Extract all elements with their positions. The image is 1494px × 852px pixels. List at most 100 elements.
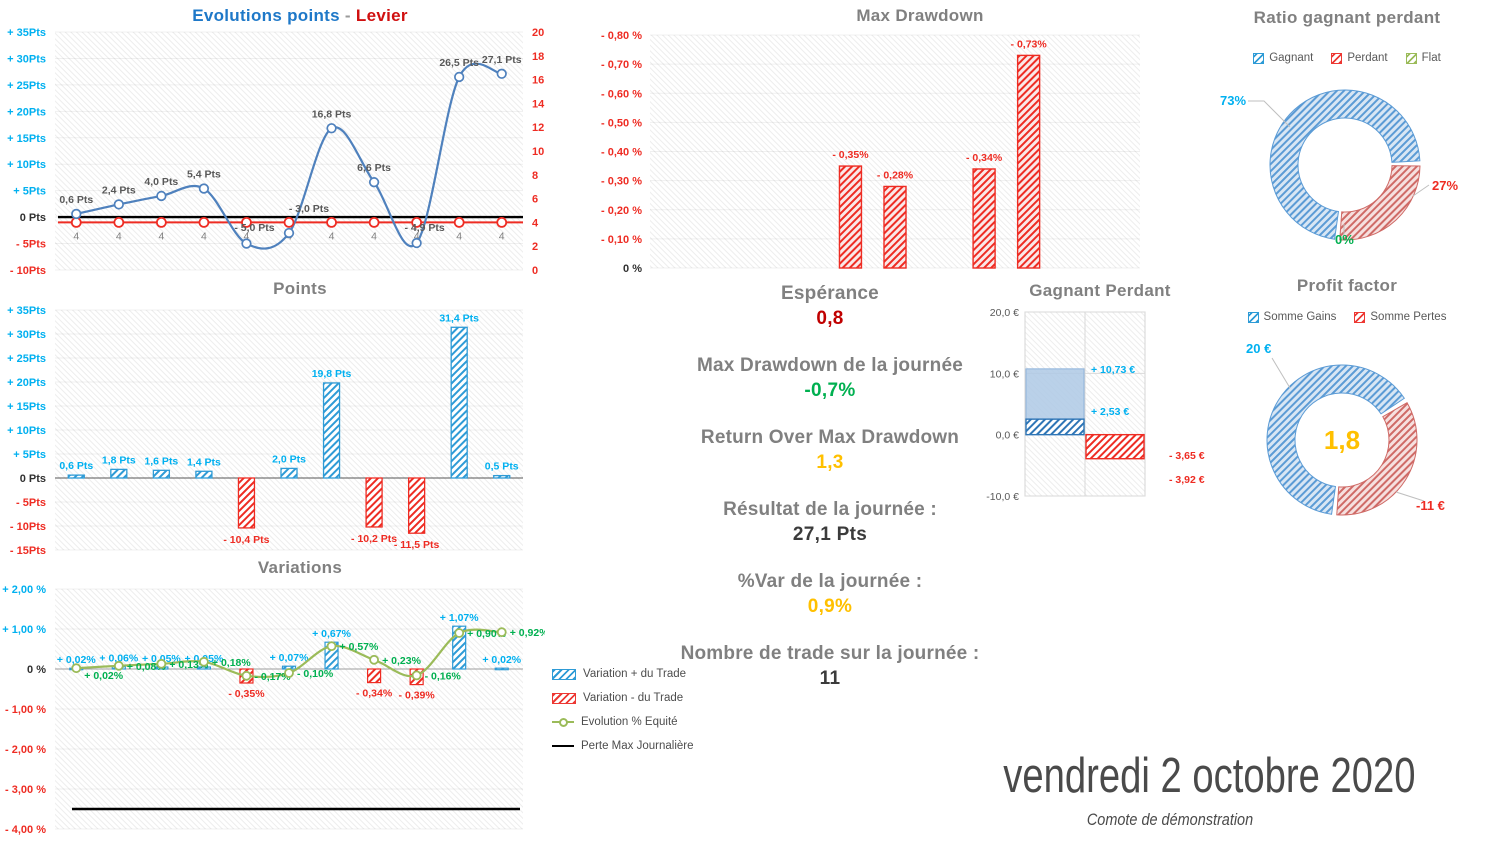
svg-text:1,8: 1,8 <box>1324 425 1360 455</box>
green-square-icon <box>1405 52 1417 64</box>
svg-text:4: 4 <box>158 230 164 242</box>
profit-factor-legend: Somme Gains Somme Pertes <box>1200 311 1494 323</box>
svg-text:+ 0,02%: + 0,02% <box>57 654 96 666</box>
points-plot: + 35Pts + 30Pts + 25Pts + 20Pts + 15Pts + 10P… <box>7 305 523 555</box>
svg-text:20 €: 20 € <box>1246 341 1271 356</box>
points-chart: + 35Pts + 30Pts + 25Pts + 20Pts + 15Pts + 10P… <box>0 282 560 555</box>
svg-text:- 15Pts: - 15Pts <box>10 545 46 555</box>
svg-text:- 0,60 %: - 0,60 % <box>601 88 642 100</box>
svg-text:4: 4 <box>201 230 207 242</box>
svg-text:+ 35Pts: + 35Pts <box>7 305 46 317</box>
svg-text:0,5 Pts: 0,5 Pts <box>485 461 519 473</box>
svg-text:- 0,73%: - 0,73% <box>1011 38 1048 50</box>
maxdrawdown-chart: - 0,80 % - 0,70 % - 0,60 % - 0,50 % - 0,40 %… <box>600 0 1160 280</box>
svg-text:- 0,17%: - 0,17% <box>254 671 291 683</box>
svg-text:0,6 Pts: 0,6 Pts <box>59 194 93 206</box>
svg-text:+ 15Pts: + 15Pts <box>7 133 46 145</box>
svg-text:+ 30Pts: + 30Pts <box>7 329 46 341</box>
svg-text:- 0,34%: - 0,34% <box>966 152 1003 164</box>
svg-text:+ 1,00 %: + 1,00 % <box>2 624 46 636</box>
svg-text:+ 20Pts: + 20Pts <box>7 377 46 389</box>
svg-text:- 10Pts: - 10Pts <box>10 521 46 533</box>
svg-text:0: 0 <box>532 265 538 277</box>
blue-hatch-swatch-icon <box>552 668 576 680</box>
evolutions-title: Evolutions points - Levier <box>192 6 408 25</box>
svg-text:+ 10Pts: + 10Pts <box>7 159 46 171</box>
gagnant-perdant-chart: 20,0 € 10,0 € 0,0 € -10,0 € + 10,73 € + 2,53 … <box>985 280 1245 520</box>
red-square-icon <box>1331 52 1343 64</box>
legend-item-flat: Flat <box>1405 52 1441 64</box>
svg-text:16,8 Pts: 16,8 Pts <box>312 108 352 120</box>
svg-text:- 0,28%: - 0,28% <box>877 169 914 181</box>
svg-text:- 0,20 %: - 0,20 % <box>601 205 642 217</box>
svg-text:-10,0 €: -10,0 € <box>986 491 1019 503</box>
svg-text:31,4 Pts: 31,4 Pts <box>439 312 479 324</box>
svg-text:19,8 Pts: 19,8 Pts <box>312 368 352 380</box>
svg-text:12: 12 <box>532 122 544 134</box>
svg-text:- 11,5 Pts: - 11,5 Pts <box>394 539 440 551</box>
svg-text:27%: 27% <box>1432 178 1458 193</box>
svg-text:2,4 Pts: 2,4 Pts <box>102 184 136 196</box>
svg-text:+ 1,07%: + 1,07% <box>440 612 479 624</box>
svg-text:6: 6 <box>532 194 538 206</box>
profit-factor-donut-chart: 20 € -11 € 1,8 <box>1200 270 1494 552</box>
svg-text:20,0 €: 20,0 € <box>990 307 1019 319</box>
svg-text:27,1 Pts: 27,1 Pts <box>482 54 522 66</box>
blue-square-icon <box>1247 311 1259 323</box>
ratio-donut-chart: 73% 27% 0% <box>1200 0 1494 268</box>
legend-item-perdant: Perdant <box>1331 52 1388 64</box>
svg-text:- 0,34%: - 0,34% <box>356 688 393 700</box>
legend-item-somme-gains: Somme Gains <box>1247 311 1336 323</box>
svg-text:-11 €: -11 € <box>1416 498 1445 513</box>
svg-text:+ 10Pts: + 10Pts <box>7 425 46 437</box>
svg-text:- 3,0 Pts: - 3,0 Pts <box>289 203 329 215</box>
svg-text:+ 20Pts: + 20Pts <box>7 106 46 118</box>
blue-square-icon <box>1253 52 1265 64</box>
svg-text:- 5Pts: - 5Pts <box>16 497 46 509</box>
variations-chart: + 2,00 % + 1,00 % 0 % - 1,00 % - 2,00 % - 3,0… <box>0 555 545 852</box>
svg-text:+ 0,67%: + 0,67% <box>312 628 351 640</box>
svg-text:4: 4 <box>532 217 539 229</box>
svg-text:+ 0,92%: + 0,92% <box>510 627 545 639</box>
legend-item-somme-pertes: Somme Pertes <box>1354 311 1446 323</box>
svg-text:+ 25Pts: + 25Pts <box>7 80 46 92</box>
account-subtitle: Comote de démonstration <box>1086 810 1254 829</box>
svg-text:- 4,00 %: - 4,00 % <box>5 824 46 836</box>
maxdrawdown-plot: - 0,80 % - 0,70 % - 0,60 % - 0,50 % - 0,40 %… <box>601 30 1140 275</box>
svg-text:0,6 Pts: 0,6 Pts <box>59 460 93 472</box>
legend-item-perte-max: Perte Max Journalière <box>552 734 694 758</box>
svg-text:1,6 Pts: 1,6 Pts <box>144 455 178 467</box>
svg-text:4: 4 <box>499 230 505 242</box>
svg-text:0 Pts: 0 Pts <box>20 473 46 485</box>
variations-title: Variations <box>257 558 343 577</box>
svg-text:8: 8 <box>532 170 538 182</box>
legend-item-equity: Evolution % Equité <box>552 710 694 734</box>
variations-legend: Variation + du Trade Variation - du Trad… <box>552 662 694 758</box>
ratio_gagnant_perdant-plot: 73% 27% 0% <box>1220 89 1458 247</box>
evolutions-plot: + 35Pts + 30Pts + 25Pts + 20Pts + 15Pts + 10P… <box>7 27 545 277</box>
red-square-icon <box>1354 311 1366 323</box>
svg-text:0 %: 0 % <box>27 664 46 676</box>
svg-text:10,0 €: 10,0 € <box>990 368 1019 380</box>
svg-text:2: 2 <box>532 241 538 253</box>
stat-var-journee: %Var de la journée : 0,9% <box>737 571 923 617</box>
stat-return-over-mdd: Return Over Max Drawdown 1,3 <box>700 427 960 473</box>
legend-item-variation-plus: Variation + du Trade <box>552 662 694 686</box>
svg-text:- 0,16%: - 0,16% <box>425 670 462 682</box>
svg-text:0 %: 0 % <box>623 263 642 275</box>
svg-text:0,0 €: 0,0 € <box>996 430 1020 442</box>
date-title: vendredi 2 octobre 2020 <box>1002 749 1415 803</box>
svg-text:+ 0,06%: + 0,06% <box>99 653 138 665</box>
svg-text:- 10,2 Pts: - 10,2 Pts <box>351 533 397 545</box>
svg-text:14: 14 <box>532 98 545 110</box>
evolutions-chart: + 35Pts + 30Pts + 25Pts + 20Pts + 15Pts + 10P… <box>0 0 560 280</box>
svg-text:- 0,80 %: - 0,80 % <box>601 30 642 42</box>
svg-text:+ 35Pts: + 35Pts <box>7 27 46 39</box>
green-line-swatch-icon <box>552 718 574 727</box>
svg-text:- 0,70 %: - 0,70 % <box>601 59 642 71</box>
svg-text:4: 4 <box>329 230 335 242</box>
svg-text:20: 20 <box>532 27 544 39</box>
black-line-swatch-icon <box>552 745 574 747</box>
gagnant-perdant-title: Gagnant Perdant <box>1029 281 1171 300</box>
svg-text:0 Pts: 0 Pts <box>20 212 46 224</box>
